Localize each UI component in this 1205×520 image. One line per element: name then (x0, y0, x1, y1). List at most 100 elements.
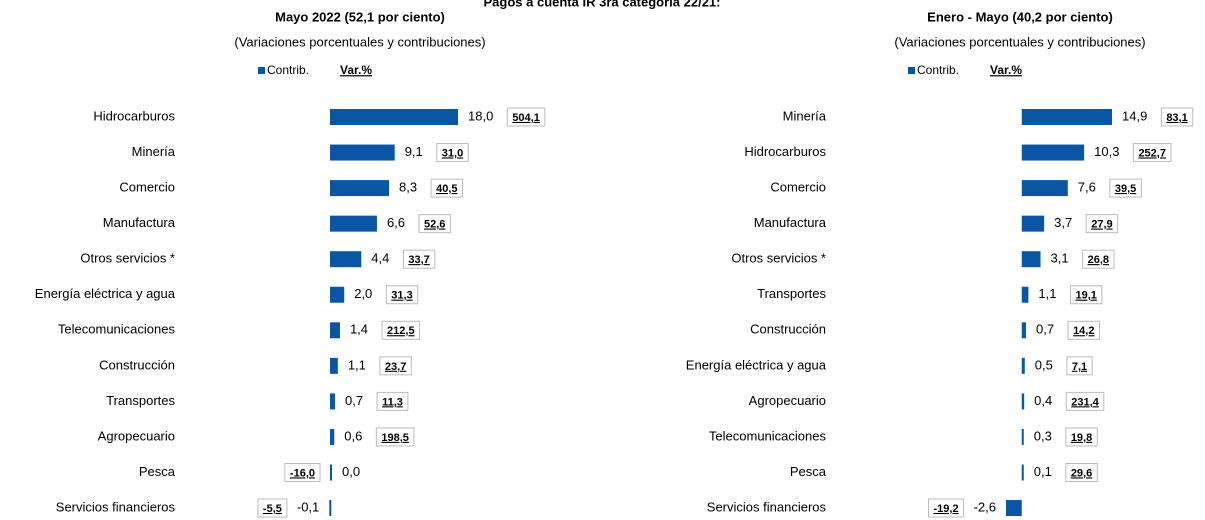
var-label: 33,7 (408, 254, 429, 266)
var-box (506, 107, 546, 127)
data-label: 0,1 (1034, 464, 1052, 479)
bar (1021, 144, 1085, 161)
var-box (376, 391, 409, 411)
data-label: 1,4 (350, 322, 368, 337)
var-label: 504,1 (512, 112, 540, 124)
data-label: 0,0 (342, 464, 360, 479)
category-label: Agropecuario (98, 428, 175, 443)
var-label: 198,5 (381, 432, 409, 444)
category-label: Pesca (790, 464, 827, 479)
category-label: Agropecuario (749, 393, 826, 408)
bar (330, 109, 458, 125)
bar (330, 393, 335, 410)
category-label: Energía eléctrica y agua (35, 286, 176, 301)
category-label: Manufactura (103, 215, 176, 230)
var-label: 14,2 (1073, 325, 1094, 337)
var-label: 26,8 (1088, 254, 1109, 266)
category-label: Comercio (119, 180, 175, 195)
legend-label: Contrib. (917, 63, 959, 77)
bar (330, 251, 362, 268)
var-box (375, 427, 415, 447)
var-label: 19,1 (1075, 290, 1096, 302)
bar (330, 322, 340, 339)
var-box (1069, 285, 1103, 305)
bar (1021, 357, 1025, 374)
data-label: 0,7 (1036, 322, 1054, 337)
var-label: 231,4 (1071, 396, 1099, 408)
category-label: Construcción (750, 322, 826, 337)
bar (330, 357, 338, 374)
var-label: 27,9 (1091, 219, 1112, 231)
var-label: 23,7 (385, 361, 406, 373)
data-label: 0,7 (345, 393, 363, 408)
var-box (430, 178, 464, 198)
var-box (1066, 356, 1093, 376)
bar (1021, 428, 1024, 445)
var-box (1160, 107, 1194, 127)
category-label: Transportes (106, 393, 175, 408)
bar (330, 144, 395, 161)
legend-swatch (258, 67, 265, 74)
var-label: 39,5 (1115, 183, 1136, 195)
var-box (1067, 320, 1100, 340)
data-label: 0,4 (1034, 393, 1052, 408)
var-box (436, 143, 469, 163)
data-label: 0,3 (1034, 428, 1052, 443)
var-label: -19,2 (934, 503, 959, 515)
category-label: Hidrocarburos (93, 108, 175, 123)
var-box (257, 498, 288, 518)
var-label: 40,5 (436, 183, 457, 195)
bar (1021, 464, 1024, 481)
bar (1021, 109, 1112, 125)
var-box (928, 498, 965, 518)
category-label: Otros servicios * (80, 251, 175, 266)
bar (330, 180, 390, 197)
legend-label: Contrib. (267, 63, 309, 77)
category-label: Telecomunicaciones (709, 428, 827, 443)
data-label: -0,1 (297, 499, 319, 514)
var-label: -5,5 (263, 503, 282, 515)
var-label: 83,1 (1166, 112, 1187, 124)
var-box (1132, 143, 1172, 163)
var-box (1065, 463, 1098, 482)
data-label: 3,1 (1051, 251, 1069, 266)
var-label: 11,3 (382, 396, 403, 408)
chart-subtitle: (Variaciones porcentuales y contribucion… (234, 34, 485, 49)
category-label: Hidrocarburos (744, 144, 826, 159)
bar (330, 464, 333, 481)
var-label: 252,7 (1138, 147, 1166, 159)
var-box (284, 463, 321, 482)
var-box (1065, 427, 1098, 447)
var-label: 31,3 (391, 290, 412, 302)
var-label: -16,0 (290, 467, 315, 479)
category-label: Servicios financieros (56, 499, 176, 514)
bar (1021, 322, 1026, 339)
chart-subtitle: (Variaciones porcentuales y contribucion… (894, 34, 1145, 49)
var-label: 7,1 (1072, 361, 1087, 373)
category-label: Telecomunicaciones (58, 322, 176, 337)
category-label: Minería (132, 144, 176, 159)
var-label: 212,5 (387, 325, 415, 337)
category-label: Comercio (770, 180, 826, 195)
category-label: Transportes (757, 286, 826, 301)
var-box (1082, 249, 1115, 269)
data-label: 0,6 (344, 428, 362, 443)
chart-title: Enero - Mayo (40,2 por ciento) (927, 9, 1113, 24)
var-label: 29,6 (1071, 467, 1092, 479)
bar (1021, 180, 1068, 197)
category-label: Minería (783, 108, 827, 123)
data-label: 9,1 (405, 144, 423, 159)
var-box (1065, 391, 1105, 411)
category-label: Construcción (99, 357, 175, 372)
bar (1021, 251, 1041, 268)
data-label: 4,4 (371, 251, 389, 266)
var-box (402, 249, 436, 269)
bar (330, 215, 377, 232)
legend-label: Var.% (990, 63, 1022, 77)
category-label: Servicios financieros (707, 499, 827, 514)
data-label: 8,3 (399, 180, 417, 195)
category-label: Pesca (139, 464, 176, 479)
bar (330, 286, 345, 303)
var-box (385, 285, 419, 305)
